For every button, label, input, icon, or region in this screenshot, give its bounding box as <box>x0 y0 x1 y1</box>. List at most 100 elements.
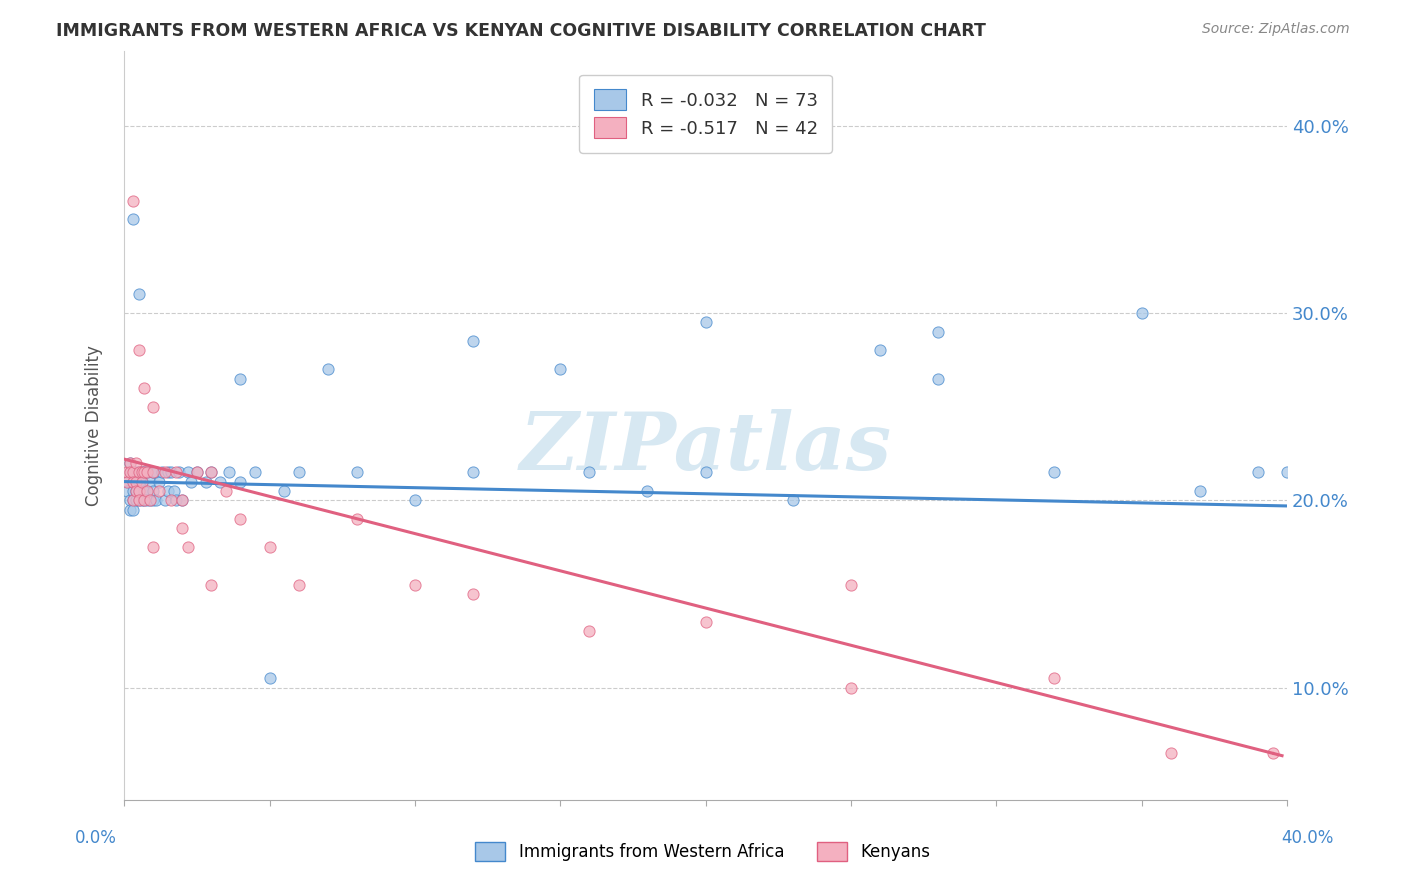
Point <box>121 465 143 479</box>
Point <box>1160 746 1182 760</box>
Point <box>125 493 148 508</box>
Point <box>186 465 208 479</box>
Point <box>159 465 181 479</box>
Point <box>148 483 170 498</box>
Point <box>139 475 162 489</box>
Point <box>128 475 150 489</box>
Point <box>121 502 143 516</box>
Point <box>145 465 167 479</box>
Legend: R = -0.032   N = 73, R = -0.517   N = 42: R = -0.032 N = 73, R = -0.517 N = 42 <box>579 75 832 153</box>
Point <box>186 465 208 479</box>
Point <box>461 587 484 601</box>
Point <box>1275 465 1298 479</box>
Point <box>125 483 148 498</box>
Point <box>461 334 484 348</box>
Point <box>115 483 138 498</box>
Point <box>1261 746 1284 760</box>
Legend: Immigrants from Western Africa, Kenyans: Immigrants from Western Africa, Kenyans <box>468 835 938 868</box>
Point <box>121 493 143 508</box>
Point <box>136 493 159 508</box>
Point <box>172 493 194 508</box>
Point <box>346 465 368 479</box>
Text: IMMIGRANTS FROM WESTERN AFRICA VS KENYAN COGNITIVE DISABILITY CORRELATION CHART: IMMIGRANTS FROM WESTERN AFRICA VS KENYAN… <box>56 22 986 40</box>
Point <box>180 475 202 489</box>
Point <box>287 577 309 591</box>
Point <box>548 362 571 376</box>
Point <box>215 483 238 498</box>
Point <box>156 483 179 498</box>
Point <box>148 475 170 489</box>
Point <box>121 194 143 208</box>
Point <box>1043 671 1066 685</box>
Point <box>139 493 162 508</box>
Text: 40.0%: 40.0% <box>1281 829 1334 847</box>
Point <box>128 287 150 301</box>
Point <box>121 483 143 498</box>
Point <box>1130 306 1153 320</box>
Point <box>153 493 176 508</box>
Point <box>134 483 156 498</box>
Point <box>316 362 339 376</box>
Point <box>461 465 484 479</box>
Point <box>200 465 222 479</box>
Point <box>172 521 194 535</box>
Point <box>404 493 426 508</box>
Point <box>125 475 148 489</box>
Point <box>115 475 138 489</box>
Point <box>118 465 141 479</box>
Point <box>134 465 156 479</box>
Point <box>839 577 862 591</box>
Point <box>125 483 148 498</box>
Point <box>209 475 232 489</box>
Point <box>142 400 165 414</box>
Point <box>142 493 165 508</box>
Point <box>136 483 159 498</box>
Point <box>125 465 148 479</box>
Point <box>142 483 165 498</box>
Point <box>346 512 368 526</box>
Point <box>1188 483 1211 498</box>
Point <box>136 483 159 498</box>
Point <box>128 493 150 508</box>
Point <box>839 681 862 695</box>
Point <box>259 671 281 685</box>
Point <box>128 493 150 508</box>
Point <box>229 512 252 526</box>
Point <box>404 577 426 591</box>
Point <box>159 493 181 508</box>
Point <box>273 483 295 498</box>
Point <box>166 493 188 508</box>
Point <box>118 502 141 516</box>
Point <box>177 540 200 554</box>
Point <box>150 465 173 479</box>
Point <box>177 465 200 479</box>
Text: Source: ZipAtlas.com: Source: ZipAtlas.com <box>1202 22 1350 37</box>
Point <box>131 493 153 508</box>
Point <box>636 483 658 498</box>
Point <box>156 465 179 479</box>
Point <box>121 465 143 479</box>
Point <box>169 465 191 479</box>
Y-axis label: Cognitive Disability: Cognitive Disability <box>86 345 103 506</box>
Point <box>218 465 240 479</box>
Point <box>121 475 143 489</box>
Point <box>134 465 156 479</box>
Point <box>200 465 222 479</box>
Point <box>243 465 266 479</box>
Point <box>128 483 150 498</box>
Point <box>118 456 141 470</box>
Point <box>782 493 804 508</box>
Point <box>142 540 165 554</box>
Point <box>136 465 159 479</box>
Point <box>578 624 600 639</box>
Point <box>118 456 141 470</box>
Point <box>131 475 153 489</box>
Point <box>259 540 281 554</box>
Point <box>118 465 141 479</box>
Point <box>869 343 891 358</box>
Point <box>125 456 148 470</box>
Point <box>145 493 167 508</box>
Point <box>1247 465 1270 479</box>
Point <box>695 615 717 629</box>
Point <box>162 483 184 498</box>
